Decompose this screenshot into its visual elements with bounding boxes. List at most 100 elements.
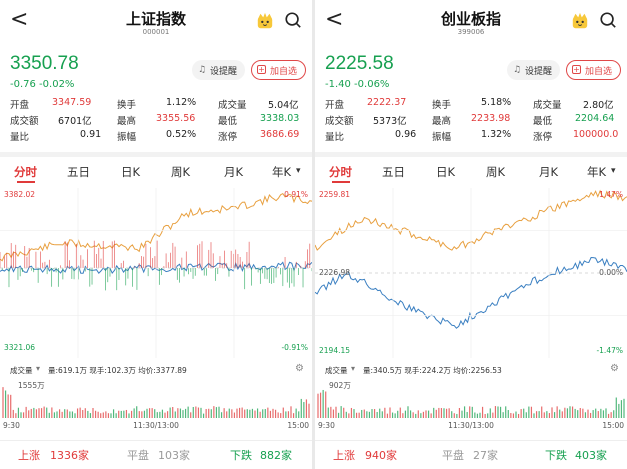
stat-limit-up: 100000.0 xyxy=(573,129,619,140)
divider xyxy=(0,152,312,157)
breadth-up-label: 上涨 xyxy=(18,449,40,462)
breadth-down-label: 下跌 xyxy=(545,449,567,462)
chevron-down-icon[interactable]: ▾ xyxy=(296,166,301,176)
breadth-flat-label: 平盘 xyxy=(127,449,149,462)
tab-5day[interactable]: 五日 xyxy=(67,165,90,179)
stat-label: 涨停 xyxy=(533,132,553,143)
set-alert-button[interactable]: ♫ 设提醒 xyxy=(507,60,561,80)
stat-label: 振幅 xyxy=(432,132,452,143)
tab-monthly-k[interactable]: 月K xyxy=(224,165,244,179)
axis-top-pct: 0.91% xyxy=(284,190,308,199)
axis-mid-label: 2226.98 xyxy=(319,268,350,277)
intraday-chart[interactable]: 3382.02 0.91% 3321.06 -0.91% xyxy=(0,188,312,358)
crown-icon[interactable] xyxy=(571,12,589,30)
stat-label: 开盘 xyxy=(325,100,345,111)
search-icon[interactable] xyxy=(284,11,302,29)
tab-monthly-k[interactable]: 月K xyxy=(539,165,559,179)
axis-bottom-label: 3321.06 xyxy=(4,343,35,352)
stat-label: 成交量 xyxy=(533,100,562,111)
nav-bar: < 创业板指 399006 xyxy=(315,0,627,44)
market-breadth: 上涨 940家 平盘 27家 下跌 403家 xyxy=(315,440,627,469)
intraday-chart[interactable]: 2259.81 1.47% 2226.98 0.00% 2194.15 -1.4… xyxy=(315,188,627,358)
volume-chart: 1555万 9:30 11:30/13:00 15:00 xyxy=(2,381,310,430)
volume-chart: 902万 9:30 11:30/13:00 15:00 xyxy=(317,381,625,430)
volume-label: 成交量 xyxy=(10,366,33,375)
volume-max-label: 902万 xyxy=(329,381,351,390)
stat-label: 量比 xyxy=(10,132,30,143)
tab-intraday[interactable]: 分时 xyxy=(14,165,37,179)
axis-top-label: 3382.02 xyxy=(4,190,35,199)
gear-icon[interactable]: ⚙ xyxy=(610,363,619,374)
tab-weekly-k[interactable]: 周K xyxy=(486,165,506,179)
index-panel-sh: < 上证指数 000001 3350.78 -0.76 -0.02% ♫ 设提醒… xyxy=(0,0,312,469)
stat-label: 最高 xyxy=(432,116,452,127)
back-button[interactable]: < xyxy=(10,7,29,32)
stat-high: 3355.56 xyxy=(156,113,196,124)
bell-icon: ♫ xyxy=(198,65,207,75)
set-alert-button[interactable]: ♫ 设提醒 xyxy=(192,60,246,80)
stat-label: 换手 xyxy=(432,100,452,111)
stat-open: 2222.37 xyxy=(367,97,407,108)
crown-icon[interactable] xyxy=(256,12,274,30)
search-icon[interactable] xyxy=(599,11,617,29)
index-code: 399006 xyxy=(457,28,485,36)
stat-label: 开盘 xyxy=(10,100,30,111)
axis-top-label: 2259.81 xyxy=(319,190,350,199)
price-change: -0.76 -0.02% xyxy=(10,79,75,90)
stat-volume: 5.04亿 xyxy=(268,100,299,111)
stat-amount: 6701亿 xyxy=(58,116,92,127)
tab-daily-k[interactable]: 日K xyxy=(121,165,141,179)
stat-volume: 2.80亿 xyxy=(583,100,614,111)
stat-low: 3338.03 xyxy=(260,113,300,124)
breadth-flat-count: 103家 xyxy=(158,449,190,462)
nav-bar: < 上证指数 000001 xyxy=(0,0,312,44)
stat-label: 最低 xyxy=(218,116,238,127)
breadth-flat-label: 平盘 xyxy=(442,449,464,462)
tab-5day[interactable]: 五日 xyxy=(382,165,405,179)
stat-label: 换手 xyxy=(117,100,137,111)
add-watchlist-label: 加自选 xyxy=(270,67,298,77)
divider xyxy=(315,152,627,157)
gear-icon[interactable]: ⚙ xyxy=(295,363,304,374)
set-alert-label: 设提醒 xyxy=(525,67,553,77)
tab-active-indicator xyxy=(332,181,350,183)
breadth-up-count: 1336家 xyxy=(50,449,89,462)
stat-label: 涨停 xyxy=(218,132,238,143)
stat-amount: 5373亿 xyxy=(373,116,407,127)
stat-label: 成交额 xyxy=(325,116,354,127)
plus-icon: + xyxy=(572,65,581,74)
price-change: -1.40 -0.06% xyxy=(325,79,390,90)
time-start: 9:30 xyxy=(3,421,20,430)
stat-label: 最高 xyxy=(117,116,137,127)
breadth-up-count: 940家 xyxy=(365,449,397,462)
page-title: 上证指数 xyxy=(125,10,186,28)
add-watchlist-button[interactable]: + 加自选 xyxy=(566,60,622,80)
stat-low: 2204.64 xyxy=(575,113,615,124)
back-button[interactable]: < xyxy=(325,7,344,32)
add-watchlist-button[interactable]: + 加自选 xyxy=(251,60,307,80)
stat-ratio: 0.91 xyxy=(80,129,102,140)
stat-label: 成交额 xyxy=(10,116,39,127)
tab-yearly-k[interactable]: 年K xyxy=(587,165,607,179)
chevron-down-icon[interactable]: ▾ xyxy=(611,166,616,176)
tab-weekly-k[interactable]: 周K xyxy=(171,165,191,179)
tab-intraday[interactable]: 分时 xyxy=(329,165,352,179)
stat-label: 量比 xyxy=(325,132,345,143)
stat-amplitude: 1.32% xyxy=(481,129,512,140)
volume-info: 量:619.1万 现手:102.3万 均价:3377.89 xyxy=(48,366,187,375)
chart-tabs: 分时 五日 日K 周K 月K 年K ▾ xyxy=(0,160,312,186)
stats-grid: 开盘 2222.37 换手 5.18% 成交量 2.80亿 成交额 5373亿 … xyxy=(325,97,621,145)
breadth-down-label: 下跌 xyxy=(230,449,252,462)
chevron-down-icon[interactable]: ▾ xyxy=(351,364,356,373)
volume-header: 成交量 ▾ 量:340.5万 现手:224.2万 均价:2256.53 ⚙ xyxy=(315,363,627,378)
tab-yearly-k[interactable]: 年K xyxy=(272,165,292,179)
volume-max-label: 1555万 xyxy=(18,381,45,390)
axis-bottom-label: 2194.15 xyxy=(319,346,350,355)
axis-bottom-pct: -0.91% xyxy=(281,343,308,352)
stat-label: 最低 xyxy=(533,116,553,127)
time-mid: 11:30/13:00 xyxy=(133,421,179,430)
time-end: 15:00 xyxy=(287,421,309,430)
chevron-down-icon[interactable]: ▾ xyxy=(36,364,41,373)
tab-daily-k[interactable]: 日K xyxy=(436,165,456,179)
current-price: 3350.78 xyxy=(10,53,79,74)
